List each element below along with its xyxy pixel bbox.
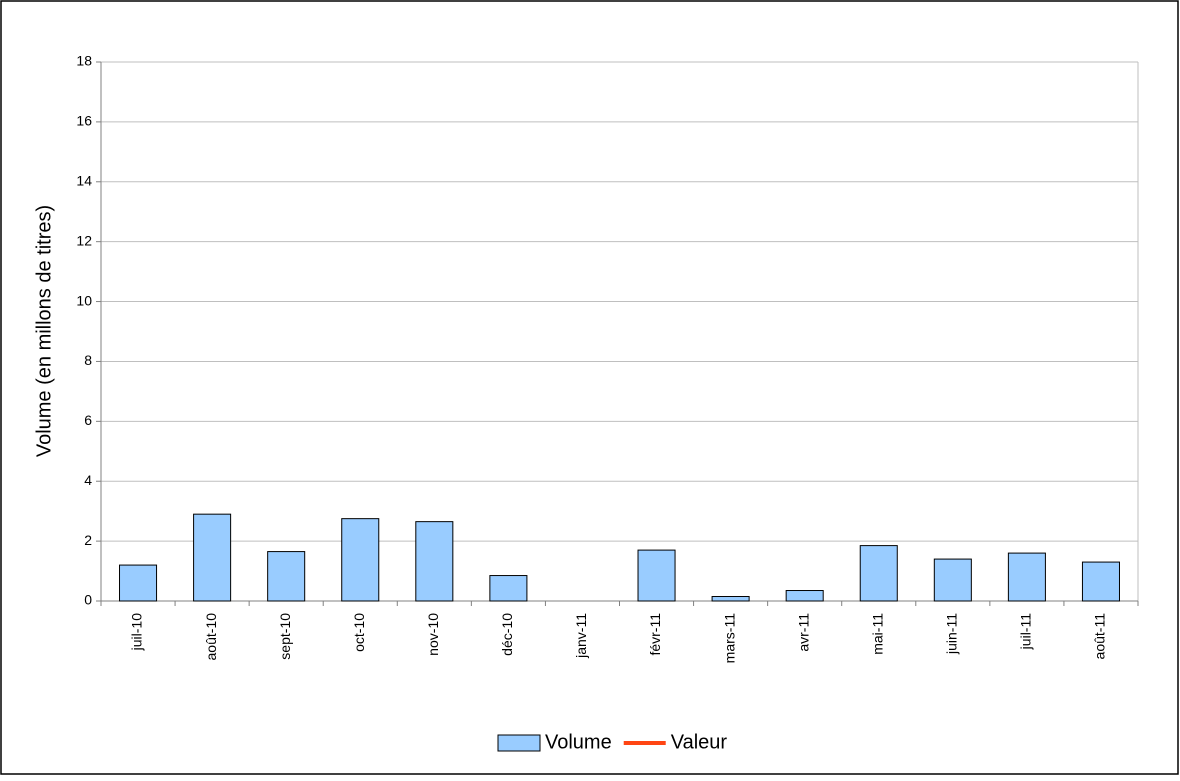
- y-tick-label: 16: [76, 113, 92, 129]
- bar: [859, 545, 898, 602]
- x-tick-label: oct-10: [351, 613, 367, 652]
- y-tick-label: 6: [84, 412, 92, 428]
- x-tick-label: déc-10: [499, 613, 515, 656]
- bar: [785, 590, 824, 602]
- x-tick-label: août-10: [203, 613, 219, 661]
- y-tick-label: 2: [84, 532, 92, 548]
- y-tick-label: 18: [76, 53, 92, 69]
- bar: [933, 558, 972, 602]
- y-axis-label: Volume (en millons de titres): [33, 205, 55, 457]
- x-tick-label: avr-11: [795, 613, 811, 652]
- x-tick-label: mai-11: [869, 613, 885, 655]
- legend-swatch: [497, 734, 541, 752]
- x-tick-label: août-11: [1092, 613, 1108, 660]
- x-tick-label: janv-11: [573, 613, 589, 659]
- y-tick-label: 4: [84, 472, 92, 488]
- y-tick-label: 8: [84, 352, 92, 368]
- bar: [1007, 552, 1046, 602]
- bar: [489, 575, 528, 602]
- x-tick-label: nov-10: [425, 613, 441, 656]
- bar: [267, 551, 306, 602]
- x-tick-label: févr-11: [647, 613, 663, 656]
- x-tick-label: juil-11: [1018, 613, 1034, 651]
- bar: [415, 521, 454, 602]
- x-tick-label: sept-10: [277, 613, 293, 660]
- bar: [1081, 561, 1120, 602]
- x-tick-label: juil-10: [129, 613, 145, 652]
- bar: [341, 518, 380, 602]
- y-tick-label: 0: [84, 592, 92, 608]
- y-tick-label: 10: [76, 292, 92, 308]
- legend-label: Volume: [545, 731, 612, 753]
- y-tick-label: 14: [76, 172, 92, 188]
- bar: [637, 549, 676, 602]
- bar: [711, 596, 750, 602]
- x-tick-label: mars-11: [721, 613, 737, 664]
- y-tick-label: 12: [76, 232, 92, 248]
- bar: [193, 513, 232, 602]
- x-tick-label: juin-11: [944, 613, 960, 655]
- bar: [119, 564, 158, 602]
- legend-label: Valeur: [671, 731, 728, 753]
